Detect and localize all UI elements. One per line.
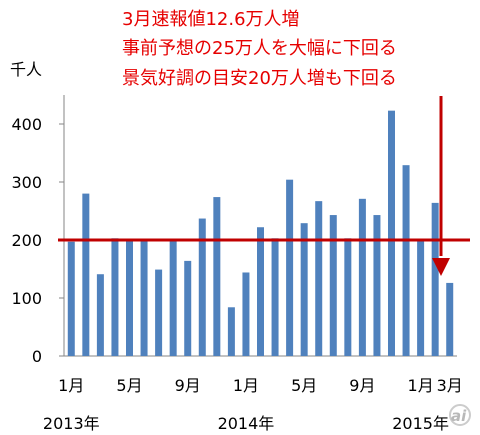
x-tick-label: 1月 — [233, 376, 259, 395]
bar-2013-08 — [169, 238, 177, 356]
x-tick-label: 1月 — [408, 376, 434, 395]
x-tick-labels: 1月 5月 9月 1月 5月 9月 1月 3月 — [58, 376, 463, 395]
bar-2014-09 — [358, 198, 366, 356]
logo-text: ai — [451, 407, 467, 425]
x-tick-label: 5月 — [291, 376, 317, 395]
bar-2015-02 — [431, 202, 439, 356]
annotation-line-2: 事前予想の25万人を大幅に下回る — [122, 38, 397, 59]
x-tick-label: 9月 — [349, 376, 375, 395]
bar-2014-02 — [257, 227, 264, 356]
x-tick-label: 5月 — [116, 376, 142, 395]
bar-2014-01 — [242, 272, 250, 356]
arrow-icon — [432, 96, 450, 276]
year-label: 2015年 — [392, 414, 449, 433]
bar-2013-04 — [111, 238, 119, 356]
bar-2014-06 — [315, 201, 323, 356]
year-labels: 2013年 2014年 2015年 — [43, 414, 449, 433]
bars — [67, 110, 454, 356]
bar-2013-07 — [155, 269, 163, 356]
y-axis-unit-label: 千人 — [10, 60, 42, 79]
y-tick-label: 200 — [11, 231, 42, 250]
bar-2014-05 — [300, 223, 308, 356]
bar-2014-07 — [329, 215, 337, 356]
y-tick-label: 100 — [11, 289, 42, 308]
x-tick-label: 3月 — [437, 376, 463, 395]
y-tick-label: 400 — [11, 115, 42, 134]
bar-2014-11 — [388, 110, 395, 356]
year-label: 2013年 — [43, 414, 100, 433]
bar-2014-03 — [271, 238, 279, 356]
x-tick-label: 1月 — [58, 376, 84, 395]
bar-2014-08 — [344, 238, 352, 356]
bar-2013-01 — [67, 241, 75, 356]
bar-2013-09 — [184, 260, 192, 356]
bar-2013-12 — [227, 307, 235, 356]
bar-2014-12 — [402, 165, 410, 356]
bar-2013-06 — [140, 239, 148, 356]
annotation-line-1: 3月速報値12.6万人増 — [122, 9, 300, 30]
bar-2013-11 — [213, 197, 221, 356]
bar-2013-10 — [198, 218, 206, 356]
x-tick-label: 9月 — [175, 376, 201, 395]
y-tick-labels: 0 100 200 300 400 — [11, 115, 64, 366]
year-label: 2014年 — [218, 414, 275, 433]
bar-2015-03 — [446, 282, 454, 356]
annotation-line-3: 景気好調の目安20万人増も下回る — [122, 68, 397, 89]
bar-2015-01 — [417, 239, 425, 356]
bar-2013-05 — [126, 240, 133, 356]
y-tick-label: 300 — [11, 173, 42, 192]
annotation-block: 3月速報値12.6万人増 事前予想の25万人を大幅に下回る 景気好調の目安20万… — [122, 9, 397, 89]
bar-2013-03 — [96, 274, 104, 356]
bar-2014-10 — [373, 215, 381, 356]
bar-2013-02 — [82, 193, 90, 356]
ai-logo-icon: ai — [449, 404, 471, 426]
y-tick-label: 0 — [32, 347, 42, 366]
bar-2014-04 — [286, 179, 294, 356]
